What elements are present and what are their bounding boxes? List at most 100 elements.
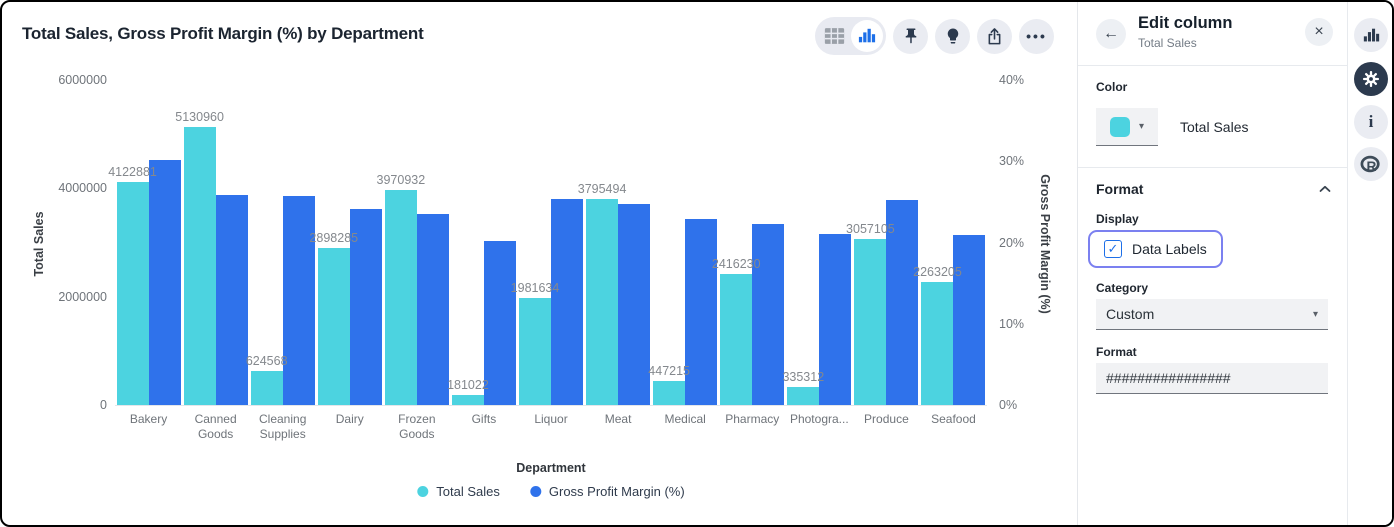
data-label: 5130960 xyxy=(175,110,224,124)
gear-icon xyxy=(1361,69,1381,89)
legend-label: Total Sales xyxy=(436,484,500,499)
panel-title: Edit column xyxy=(1138,14,1233,32)
bar-gross-profit-margin[interactable] xyxy=(618,204,651,405)
data-label: 1981634 xyxy=(510,281,560,295)
check-icon: ✓ xyxy=(1107,241,1119,256)
bar-total-sales[interactable] xyxy=(384,190,417,405)
data-label: 2416230 xyxy=(711,257,761,271)
data-label: 181022 xyxy=(447,378,489,392)
y-tick-label: 10% xyxy=(999,317,1025,331)
panel-subtitle: Total Sales xyxy=(1138,36,1197,50)
legend-item[interactable]: Gross Profit Margin (%) xyxy=(529,484,685,499)
x-tick-label: Pharmacy xyxy=(725,412,780,426)
settings-button[interactable] xyxy=(1354,62,1388,96)
chart-legend: Total Sales Gross Profit Margin (%) xyxy=(417,484,685,499)
bar-total-sales[interactable] xyxy=(451,395,484,405)
bar-total-sales[interactable] xyxy=(317,248,350,405)
back-button[interactable]: ← xyxy=(1096,19,1126,49)
bar-gross-profit-margin[interactable] xyxy=(416,214,449,405)
bar-gross-profit-margin[interactable] xyxy=(148,160,181,405)
data-label: 3795494 xyxy=(577,182,627,196)
table-view-icon[interactable] xyxy=(824,27,845,45)
bar-total-sales[interactable] xyxy=(519,298,551,405)
side-icon-strip: i R xyxy=(1347,2,1392,525)
format-section-header[interactable]: Format xyxy=(1096,181,1331,197)
bar-total-sales[interactable] xyxy=(116,182,149,405)
bar-gross-profit-margin[interactable] xyxy=(551,199,583,405)
bar-total-sales[interactable] xyxy=(854,239,887,405)
bar-gross-profit-margin[interactable] xyxy=(886,200,919,405)
color-series-name: Total Sales xyxy=(1180,119,1249,135)
panel-divider xyxy=(1078,167,1347,168)
color-swatch-dropdown[interactable]: ▾ xyxy=(1096,108,1158,146)
bar-total-sales[interactable] xyxy=(183,127,216,405)
lightbulb-icon xyxy=(944,27,962,45)
data-labels-option[interactable]: ✓ Data Labels xyxy=(1088,230,1223,268)
bar-group: 335312 xyxy=(782,81,853,405)
bar-gross-profit-margin[interactable] xyxy=(953,235,986,405)
export-button[interactable] xyxy=(977,18,1012,54)
bar-gross-profit-margin[interactable] xyxy=(819,234,852,405)
bar-group: 3057105 xyxy=(846,81,920,405)
bar-total-sales[interactable] xyxy=(921,282,954,405)
more-options-button[interactable]: ••• xyxy=(1019,18,1054,54)
category-label: Category xyxy=(1096,281,1149,295)
category-select[interactable]: Custom ▾ xyxy=(1096,299,1328,330)
info-button[interactable]: i xyxy=(1354,105,1388,139)
data-labels-label: Data Labels xyxy=(1132,241,1207,257)
x-tick-label: Produce xyxy=(864,412,909,426)
caret-down-icon: ▾ xyxy=(1312,308,1318,320)
bar-group: 2898285 xyxy=(309,81,383,405)
bar-group: 4122881 xyxy=(108,81,182,405)
color-section: Color ▾ Total Sales xyxy=(1096,80,1329,146)
y-tick-label: 0 xyxy=(100,398,107,412)
lightbulb-button[interactable] xyxy=(935,18,970,54)
r-logo-button[interactable]: R xyxy=(1354,147,1388,181)
caret-down-icon: ▾ xyxy=(1138,121,1145,132)
bar-gross-profit-margin[interactable] xyxy=(752,224,785,405)
bar-group: 624568 xyxy=(245,81,316,405)
bar-total-sales[interactable] xyxy=(586,199,619,405)
x-tick-label: Photogra... xyxy=(789,412,849,426)
close-button[interactable]: × xyxy=(1305,18,1333,46)
plot-area: 4122881 5130960 624568 2898285 3970932 181022… xyxy=(108,81,987,406)
export-share-icon xyxy=(985,27,1004,46)
bar-gross-profit-margin[interactable] xyxy=(349,209,382,405)
data-label: 4122881 xyxy=(108,165,157,179)
data-label: 447215 xyxy=(648,364,691,378)
bar-chart-icon xyxy=(1363,27,1380,44)
x-tick-label: Bakery xyxy=(129,412,168,426)
bar-total-sales[interactable] xyxy=(250,371,283,405)
bar-gross-profit-margin[interactable] xyxy=(483,241,516,405)
bar-group: 3795494 xyxy=(578,81,652,405)
y-tick-label: 20% xyxy=(999,236,1025,250)
y-tick-label: 30% xyxy=(999,154,1025,168)
pin-button[interactable] xyxy=(893,18,928,54)
bar-group: 181022 xyxy=(447,81,517,405)
data-labels-checkbox[interactable]: ✓ xyxy=(1104,240,1122,258)
svg-text:R: R xyxy=(1366,159,1376,174)
chart-element-button[interactable] xyxy=(1354,18,1388,52)
bar-gross-profit-margin[interactable] xyxy=(282,196,315,405)
bar-chart-icon xyxy=(858,27,876,45)
bar-gross-profit-margin[interactable] xyxy=(215,195,248,405)
y-tick-label: 2000000 xyxy=(58,290,107,304)
format-field-label: Format xyxy=(1096,345,1137,359)
bar-total-sales[interactable] xyxy=(653,381,686,405)
bar-gross-profit-margin[interactable] xyxy=(685,219,718,405)
data-label: 624568 xyxy=(245,354,288,368)
x-axis-title: Department xyxy=(516,461,586,475)
bar-total-sales[interactable] xyxy=(720,274,753,405)
legend-dot-icon xyxy=(529,486,541,497)
data-label: 3057105 xyxy=(846,222,895,236)
x-tick-label: Meat xyxy=(604,412,632,426)
format-input[interactable] xyxy=(1096,363,1328,394)
chart-view-toggle-button[interactable] xyxy=(851,20,883,52)
x-tick-label: Canned Goods xyxy=(194,412,237,441)
x-tick-label: Seafood xyxy=(931,412,976,426)
bar-total-sales[interactable] xyxy=(787,387,820,405)
legend-item[interactable]: Total Sales xyxy=(417,484,500,499)
y-axis-ticks-right: 40% 30% 20% 10% 0% xyxy=(999,73,1059,414)
data-label: 2263205 xyxy=(913,265,962,279)
